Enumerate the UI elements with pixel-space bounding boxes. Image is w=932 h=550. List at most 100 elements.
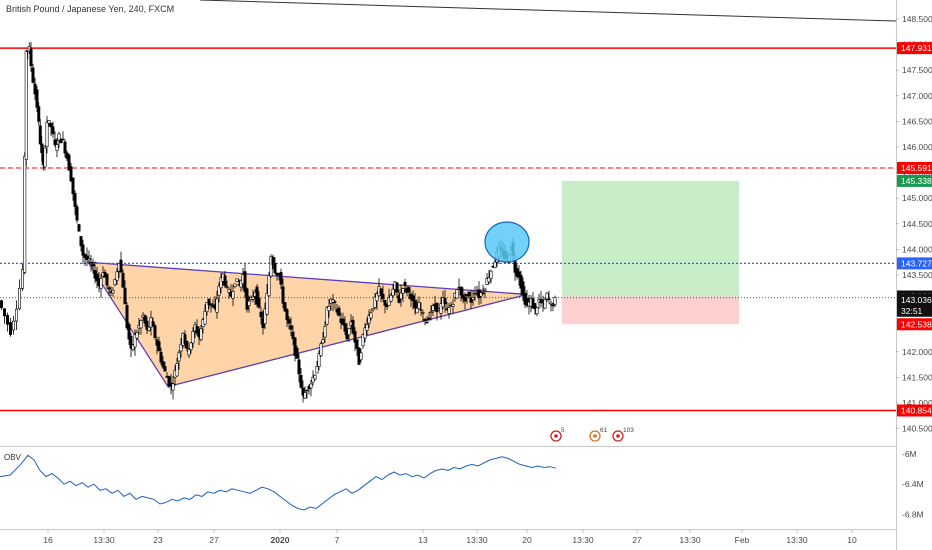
candle-body xyxy=(91,264,95,267)
candle-body xyxy=(71,177,75,195)
event-marker[interactable]: 61 xyxy=(589,427,608,442)
candle-body xyxy=(223,275,227,287)
candle-body xyxy=(311,376,315,383)
candle-body xyxy=(383,300,387,306)
candle-body xyxy=(373,296,377,308)
candle-body xyxy=(365,324,369,331)
candle-body xyxy=(313,374,317,380)
candle-body xyxy=(269,256,273,277)
candle-body xyxy=(463,296,467,302)
candle-body xyxy=(111,289,115,294)
candlestick-series xyxy=(0,41,557,403)
price-badge-bg xyxy=(897,42,932,55)
candle-body xyxy=(381,293,385,300)
candle-body xyxy=(59,139,63,144)
event-marker-count: 5 xyxy=(561,427,565,434)
time-axis[interactable]: 16 13:30 23 27 2020 7 13 13:30 20 13:30 27 13:30 Feb… xyxy=(43,530,857,545)
price-badge-red: 140.854 xyxy=(897,404,932,417)
candle-body xyxy=(319,343,323,357)
candle-body xyxy=(425,321,429,324)
event-marker[interactable]: 5 xyxy=(550,427,565,442)
candle-body xyxy=(24,50,28,160)
position-zones[interactable] xyxy=(562,180,739,325)
trend-line-top[interactable] xyxy=(199,0,897,22)
candle-body xyxy=(227,289,231,293)
candle-body xyxy=(125,305,129,329)
candle-body xyxy=(371,308,375,311)
candle-body xyxy=(459,286,463,296)
candle-body xyxy=(391,288,395,296)
price-badge-black: 32:51 xyxy=(897,304,932,317)
candle-body xyxy=(47,120,51,124)
candle-body xyxy=(49,123,53,128)
obv-pane[interactable]: -6M -6.4M -6.8M xyxy=(0,449,924,520)
candle-body xyxy=(293,337,297,356)
candle-body xyxy=(447,307,451,314)
candle-body xyxy=(57,133,61,141)
candle-body xyxy=(267,275,271,297)
candle-body xyxy=(407,287,411,293)
candle-body xyxy=(421,312,425,314)
chart-title: British Pound / Japanese Yen, 240, FXCM xyxy=(6,4,174,14)
time-tick-label: 27 xyxy=(632,535,642,545)
event-marker-dot xyxy=(593,434,597,438)
candle-body xyxy=(12,320,16,331)
candle-body xyxy=(119,259,123,273)
candle-body xyxy=(107,287,111,290)
candle-body xyxy=(199,328,203,340)
time-tick-label: 20 xyxy=(522,535,532,545)
candle-body xyxy=(105,273,109,286)
price-badge-red: 142.538 xyxy=(897,318,932,331)
event-marker[interactable]: 103 xyxy=(612,427,634,442)
candle-body xyxy=(353,331,357,343)
candle-body xyxy=(113,279,117,286)
candle-body xyxy=(153,325,157,338)
time-tick-label: 13 xyxy=(418,535,428,545)
candle-body xyxy=(399,292,403,300)
candle-body xyxy=(521,281,525,295)
candle-body xyxy=(283,302,287,312)
candle-body xyxy=(343,323,347,332)
candle-body xyxy=(187,349,191,356)
candle-body xyxy=(263,308,267,324)
stop-loss-zone[interactable] xyxy=(562,296,739,325)
candle-body xyxy=(255,286,259,305)
candle-body xyxy=(287,319,291,324)
price-levels[interactable] xyxy=(0,0,897,412)
candle-body xyxy=(325,307,329,325)
price-badge-red: 145.591 xyxy=(897,161,932,174)
candle-body xyxy=(203,310,207,325)
candle-body xyxy=(87,258,91,261)
price-tick-label: 141.500 xyxy=(902,372,932,382)
candle-body xyxy=(225,286,229,288)
candle-body xyxy=(427,317,431,320)
candle-body xyxy=(545,292,549,300)
time-tick-label: 13:30 xyxy=(572,535,594,545)
candle-body xyxy=(443,297,447,305)
candle-body xyxy=(15,308,19,322)
price-badge-label: 145.338 xyxy=(901,176,932,186)
take-profit-zone[interactable] xyxy=(562,180,739,297)
candle-body xyxy=(471,297,475,300)
candle-body xyxy=(415,307,419,314)
candle-body xyxy=(299,375,303,388)
candle-body xyxy=(139,320,143,329)
candle-body xyxy=(265,292,269,315)
highlight-circle[interactable] xyxy=(484,221,530,263)
candle-body xyxy=(231,291,235,299)
candle-body xyxy=(129,335,133,349)
candle-body xyxy=(411,295,415,302)
candle-body xyxy=(81,244,85,256)
candle-body xyxy=(20,269,24,289)
candle-body xyxy=(369,312,373,319)
price-tick-label: 141.000 xyxy=(902,398,932,408)
candle-body xyxy=(461,294,465,299)
time-tick-label: 27 xyxy=(209,535,219,545)
annotations[interactable]: 5 61 103 xyxy=(484,221,634,442)
candle-body xyxy=(121,272,125,288)
candle-body xyxy=(333,301,337,303)
candle-body xyxy=(435,302,439,313)
candle-body xyxy=(185,341,189,349)
candle-body xyxy=(217,285,221,296)
